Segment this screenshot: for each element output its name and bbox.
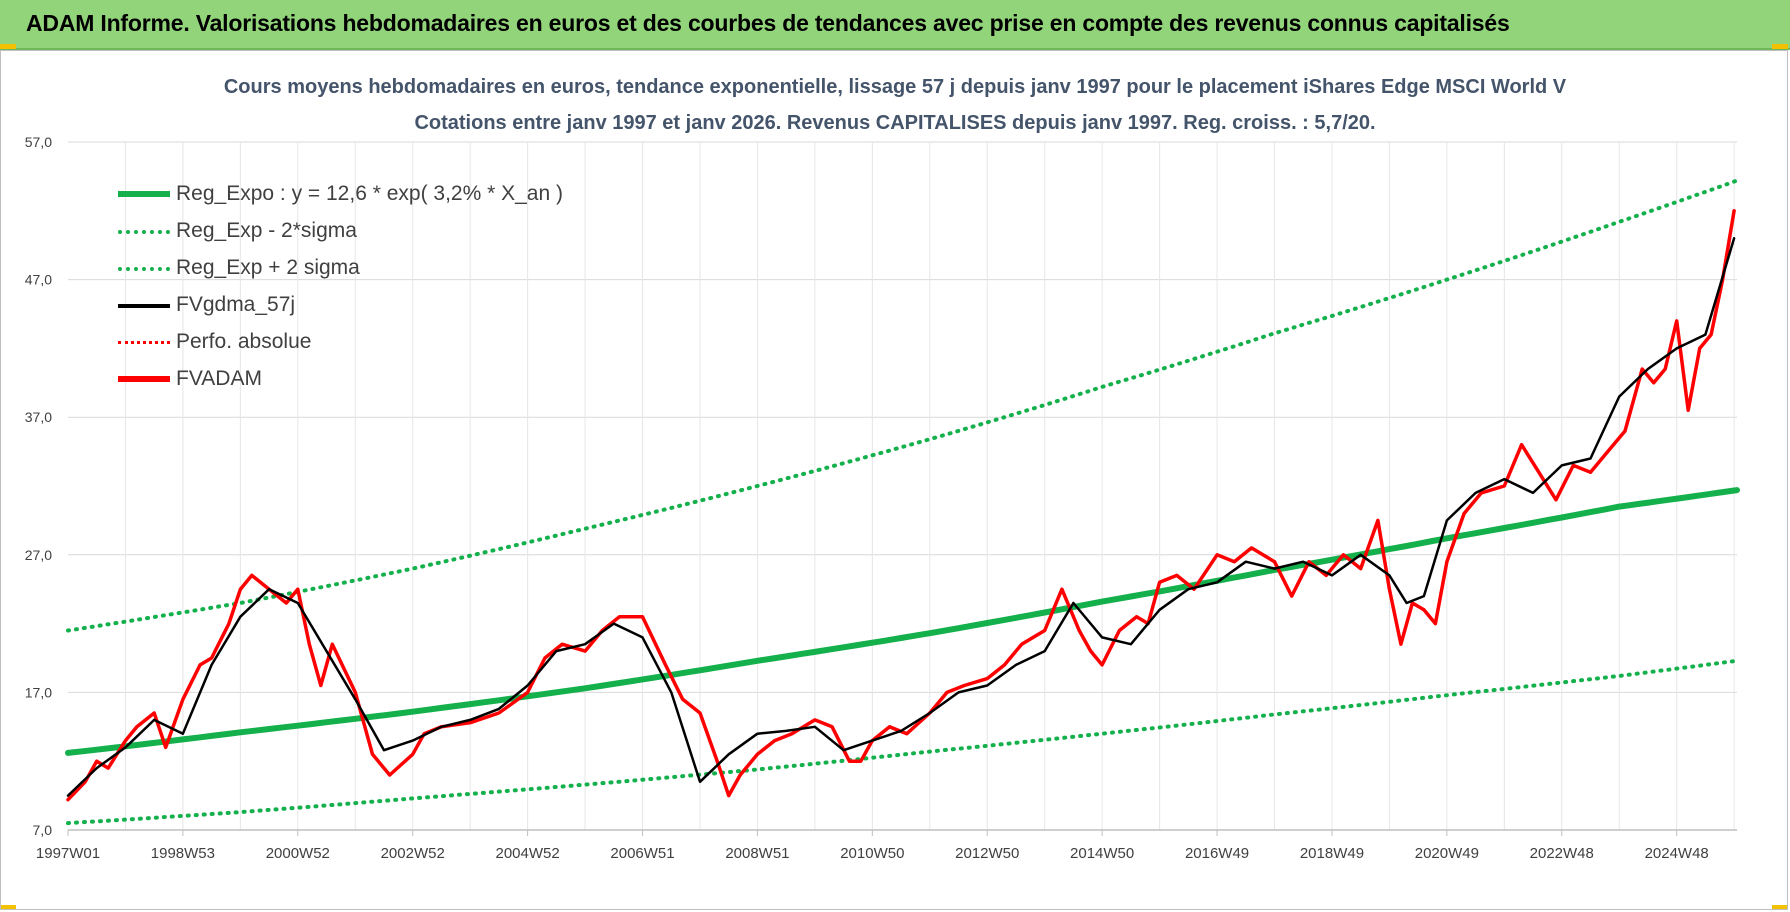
corner-marker-top-right xyxy=(1772,44,1788,49)
legend-swatch-lower-band xyxy=(118,230,170,234)
y-tick-label: 47,0 xyxy=(25,272,52,288)
legend-label-upper-band: Reg_Exp + 2 sigma xyxy=(176,256,360,279)
legend-label-regression: Reg_Expo : y = 12,6 * exp( 3,2% * X_an ) xyxy=(176,182,563,205)
x-tick-label: 1998W53 xyxy=(151,845,215,862)
chart-title: Cours moyens hebdomadaires en euros, ten… xyxy=(223,76,1567,98)
x-tick-label: 2016W49 xyxy=(1185,845,1249,862)
legend-swatch-fvadam xyxy=(118,376,170,382)
y-tick-label: 7,0 xyxy=(33,822,53,838)
x-tick-label: 2022W48 xyxy=(1530,845,1594,862)
legend-swatch-absolute-perf xyxy=(118,341,170,344)
chart-subtitle: Cotations entre janv 1997 et janv 2026. … xyxy=(414,112,1376,134)
corner-marker-bottom-left xyxy=(0,905,16,910)
gridlines xyxy=(68,141,1737,831)
series-line-smoothed xyxy=(66,237,1736,797)
y-tick-label: 57,0 xyxy=(25,134,52,150)
report-banner: ADAM Informe. Valorisations hebdomadaire… xyxy=(0,0,1790,50)
legend-label-absolute-perf: Perfo. absolue xyxy=(176,330,312,353)
legend-swatch-regression xyxy=(118,191,170,197)
legend-label-fvadam: FVADAM xyxy=(176,367,262,390)
series-line-regression xyxy=(65,487,1740,756)
legend-swatch-upper-band xyxy=(118,267,170,271)
x-tick-label: 2006W51 xyxy=(610,845,674,862)
report-title: ADAM Informe. Valorisations hebdomadaire… xyxy=(26,10,1510,36)
x-tick-label: 2008W51 xyxy=(725,845,789,862)
series-line-upper-band xyxy=(66,178,1739,633)
x-tick-label: 2012W50 xyxy=(955,845,1019,862)
x-tick-label: 2004W52 xyxy=(496,845,560,862)
y-tick-label: 17,0 xyxy=(25,684,52,700)
x-tick-label: 2014W50 xyxy=(1070,845,1134,862)
legend-label-smoothed: FVgdma_57j xyxy=(176,293,296,316)
corner-marker-bottom-right xyxy=(1772,905,1788,910)
corner-marker-top-left xyxy=(0,44,16,49)
x-tick-label: 2018W49 xyxy=(1300,845,1364,862)
x-tick-label: 2002W52 xyxy=(381,845,445,862)
x-tick-label: 2024W48 xyxy=(1645,845,1709,862)
chart-frame xyxy=(0,50,1788,910)
series-line-lower-band xyxy=(66,658,1739,826)
x-tick-label: 2020W49 xyxy=(1415,845,1479,862)
y-tick-label: 27,0 xyxy=(25,547,52,563)
y-tick-label: 37,0 xyxy=(25,409,52,425)
series-line-fvadam xyxy=(66,209,1736,802)
legend-label-lower-band: Reg_Exp - 2*sigma xyxy=(176,219,357,242)
x-tick-label: 2010W50 xyxy=(840,845,904,862)
series-lines xyxy=(65,178,1740,826)
axis-ticks: 7,0 17,0 27,0 37,0 47,0 57,0 1997W01 1998W53 200… xyxy=(25,134,1709,862)
x-tick-label: 2000W52 xyxy=(266,845,330,862)
x-tick-label: 1997W01 xyxy=(36,845,100,862)
legend-swatch-smoothed xyxy=(118,304,170,308)
